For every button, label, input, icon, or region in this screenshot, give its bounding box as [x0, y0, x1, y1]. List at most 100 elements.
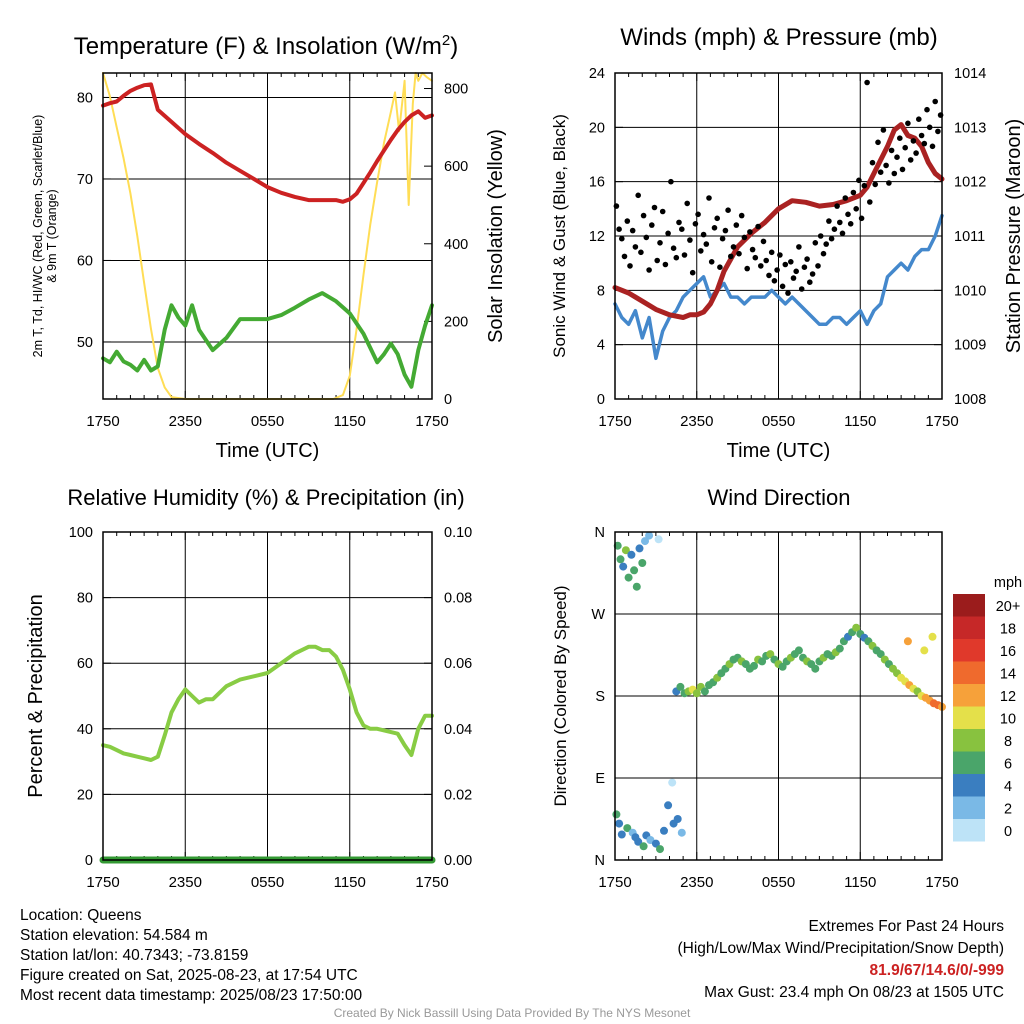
gust-point: [804, 256, 810, 262]
direction-point: [876, 650, 885, 659]
y-axis-label-left: Percent & Precipitation: [25, 594, 47, 797]
direction-point: [645, 531, 654, 540]
gust-point: [640, 212, 647, 219]
plot-border: [102, 72, 433, 400]
direction-point: [621, 546, 630, 555]
gust-point: [924, 106, 930, 113]
gust-point: [698, 248, 704, 254]
direction-point: [794, 646, 803, 655]
colorbar-swatch: [953, 594, 985, 617]
gust-point: [815, 263, 821, 269]
gust-point: [837, 219, 843, 226]
y-tick-label: 0: [85, 853, 93, 869]
series-line-solar-insolation: [102, 72, 433, 400]
gust-point: [708, 259, 715, 265]
gust-point: [676, 219, 682, 226]
y-axis-label-left: Direction (Colored By Speed): [551, 585, 570, 806]
y-right-tick-label: 0.10: [444, 525, 472, 541]
series-line-sonic-wind: [613, 213, 944, 361]
gust-point: [649, 222, 655, 228]
gust-point: [828, 235, 835, 242]
x-axis-label: Time (UTC): [216, 440, 320, 462]
colorbar: mph 20+ 18 16 14 12 10 8 6 4 2 0: [953, 575, 1022, 842]
direction-point: [766, 650, 775, 659]
gust-point: [700, 231, 707, 238]
gust-point: [654, 257, 660, 264]
gust-point: [679, 226, 685, 232]
gust-point: [883, 162, 889, 169]
direction-point: [615, 819, 624, 828]
humidity-panel: Relative Humidity (%) & Precipitation (i…: [25, 485, 472, 891]
direction-point: [903, 637, 912, 646]
y-tick-label: 16: [589, 175, 605, 191]
gust-point: [856, 177, 862, 184]
location-text: Location: Queens: [20, 907, 142, 924]
colorbar-swatch: [953, 796, 985, 819]
gust-point: [880, 127, 887, 133]
direction-point: [758, 657, 767, 666]
gust-point: [695, 211, 701, 218]
colorbar-label: 18: [1000, 622, 1016, 638]
extremes-values: 81.9/67/14.6/0/-999: [869, 962, 1004, 979]
gust-point: [646, 267, 652, 273]
x-axis-label: Time (UTC): [727, 440, 831, 462]
x-tick-label: 1750: [925, 874, 958, 891]
gust-point: [621, 253, 628, 260]
gust-point: [853, 206, 859, 212]
direction-point: [920, 646, 929, 655]
created-text: Figure created on Sat, 2025-08-23, at 17…: [20, 967, 358, 984]
direction-point: [660, 826, 668, 835]
colorbar-swatch: [953, 616, 985, 639]
gust-point: [935, 128, 941, 135]
gust-point: [624, 218, 631, 224]
colorbar-swatch: [953, 706, 985, 729]
colorbar-swatch: [953, 729, 985, 752]
gust-point: [916, 116, 922, 122]
gust-point: [766, 272, 772, 279]
gust-point: [758, 263, 764, 269]
gust-point: [774, 267, 780, 273]
direction-point: [852, 623, 861, 632]
y-tick-label: 4: [597, 338, 605, 354]
gust-point: [812, 240, 819, 246]
y-tick-label: 100: [69, 525, 93, 541]
gust-point: [725, 207, 731, 213]
gust-point: [627, 263, 633, 269]
direction-point: [617, 830, 626, 839]
gust-point: [793, 268, 799, 275]
y-right-tick-label: 0: [444, 392, 452, 408]
colorbar-label: 4: [1004, 779, 1012, 795]
direction-point: [811, 664, 820, 673]
temperature-title: Temperature (F) & Insolation (W/m2): [74, 32, 458, 60]
y-right-tick-label: 0.04: [444, 722, 472, 738]
direction-point: [635, 544, 644, 553]
colorbar-title: mph: [994, 575, 1022, 591]
series-line-2m-t: [101, 82, 434, 204]
colorbar-label: 10: [1000, 712, 1016, 728]
y-tick-label: 20: [77, 787, 93, 803]
x-tick-label: 1750: [86, 413, 119, 430]
title-superscript: 2: [442, 32, 450, 49]
gust-point: [730, 244, 737, 250]
latlon-text: Station lat/lon: 40.7343; -73.8159: [20, 947, 249, 964]
direction-point: [624, 573, 633, 582]
x-tick-label: 1750: [598, 874, 631, 891]
y-right-tick-label: 0.08: [444, 591, 472, 607]
gust-point: [684, 200, 690, 207]
gust-point: [929, 143, 936, 150]
x-tick-label: 0550: [762, 874, 795, 891]
direction-point: [641, 537, 649, 546]
colorbar-label: 14: [1000, 667, 1016, 683]
gust-point: [823, 241, 829, 247]
gust-point: [687, 237, 693, 243]
x-tick-label: 1150: [334, 874, 366, 891]
gust-point: [782, 261, 789, 268]
series-line-2m-td: [101, 291, 434, 389]
y-tick-label: 12: [589, 229, 605, 245]
colorbar-label: 0: [1004, 824, 1012, 840]
gust-point: [910, 138, 917, 144]
colorbar-swatch: [953, 774, 985, 797]
gust-point: [771, 278, 778, 284]
gust-point: [749, 246, 756, 253]
plot-border: [102, 531, 433, 861]
